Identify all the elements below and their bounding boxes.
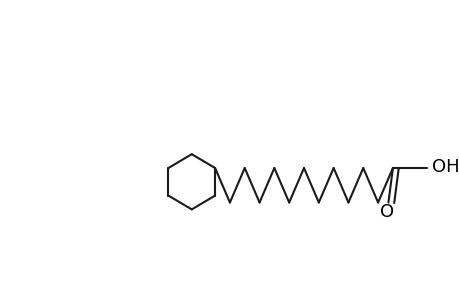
Text: O: O bbox=[379, 203, 393, 221]
Text: OH: OH bbox=[431, 158, 458, 176]
